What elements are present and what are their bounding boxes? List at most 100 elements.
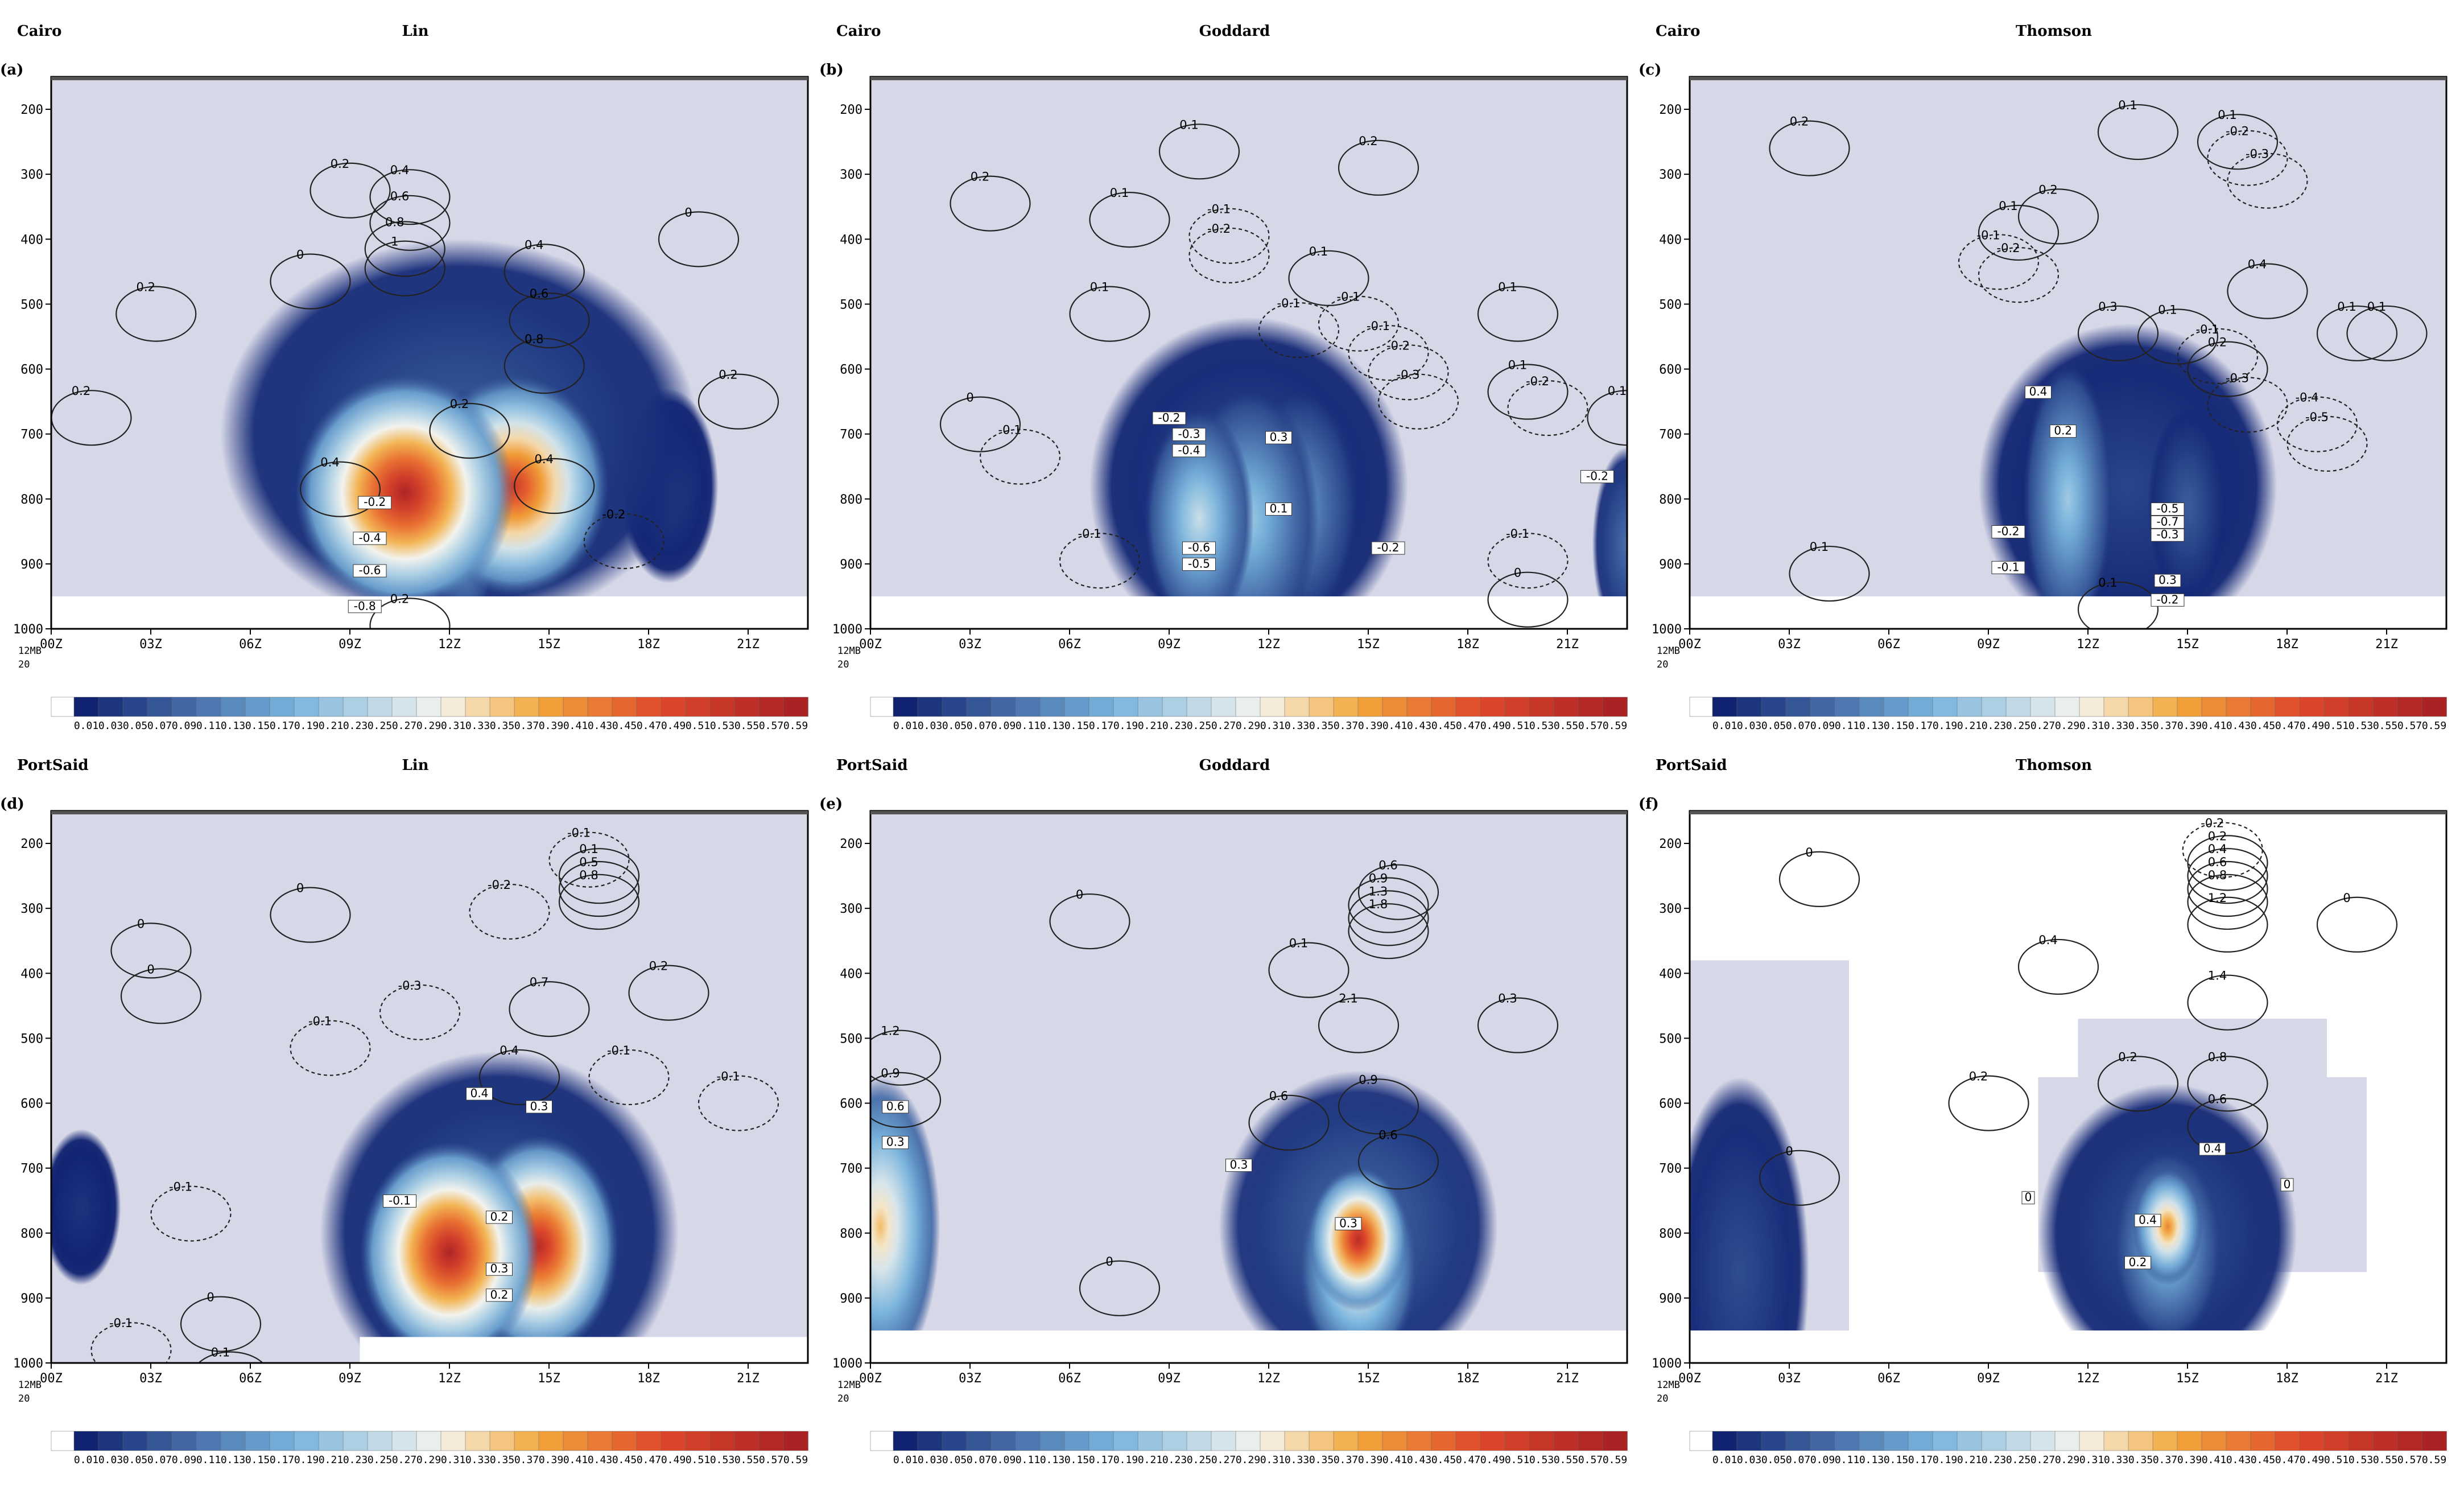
colorbar-cell: [2104, 1431, 2129, 1451]
field-east-edge: [2446, 467, 2464, 623]
colorbar-cell: [1334, 697, 1359, 716]
colorbar-tick-label: 0.53: [710, 720, 734, 732]
colorbar-tick-label: 0.15: [1064, 720, 1089, 732]
contour-label: -0.3: [2226, 371, 2249, 385]
colorbar-cell: [2153, 697, 2178, 716]
field-core-left: [2023, 363, 2113, 635]
colorbar-tick-label: 0.39: [539, 1454, 563, 1466]
y-tick-label: 700: [840, 428, 862, 442]
colorbar-cell: [74, 1431, 99, 1451]
colorbar-cell: [1260, 1431, 1285, 1451]
colorbar-cell: [1982, 697, 2007, 716]
colorbar-cell: [1810, 697, 1835, 716]
contour-label: -0.1: [717, 1070, 740, 1084]
y-tick-label: 300: [20, 902, 43, 916]
colorbar-cell: [1211, 697, 1236, 716]
colorbar-cell: [1113, 697, 1138, 716]
y-tick-label: 400: [20, 967, 43, 981]
below-ground-mask: [1690, 596, 2446, 629]
contour-label: 0.1: [2218, 108, 2236, 122]
colorbar-tick-label: 0.41: [1382, 1454, 1407, 1466]
colorbar-tick-label: 0.01: [893, 720, 918, 732]
contour-label: 0.3: [490, 1262, 509, 1275]
colorbar-tick-label: 0.39: [2177, 1454, 2202, 1466]
contour-label: 0.6: [2208, 855, 2227, 869]
field-west-patch: [42, 1129, 121, 1285]
x-tick-label: 21Z: [1556, 1371, 1579, 1386]
colorbar-tick-label: 0.17: [1089, 1454, 1113, 1466]
y-tick-label: 500: [840, 1032, 862, 1046]
contour-label: -0.1: [1367, 319, 1390, 333]
colorbar-cell: [245, 697, 270, 716]
colorbar-cell: [1334, 1431, 1359, 1451]
x-tick-label: 18Z: [637, 1371, 660, 1386]
colorbar-cell: [2055, 697, 2080, 716]
x-tick-label: 00Z: [1678, 1371, 1701, 1386]
colorbar-tick-label: 0.25: [1187, 1454, 1211, 1466]
colorbar-cell: [1737, 697, 1762, 716]
contour-label: -0.4: [1178, 443, 1200, 457]
colorbar-tick-label: 0.59: [2422, 1454, 2446, 1466]
colorbar-tick-label: 0.19: [1933, 1454, 1957, 1466]
colorbar-tick-label: 0.25: [368, 720, 392, 732]
x-tick-label: 03Z: [959, 1371, 981, 1386]
colorbar-cell: [2153, 1431, 2178, 1451]
contour-label: 1.2: [2208, 891, 2227, 905]
colorbar-cell: [637, 1431, 662, 1451]
colorbar-tick-label: 0.35: [1309, 720, 1334, 732]
colorbar-tick-label: 0.45: [2251, 720, 2275, 732]
y-tick-label: 500: [20, 1032, 43, 1046]
y-tick-label: 200: [840, 103, 862, 117]
colorbar-tick-label: 0.07: [147, 720, 172, 732]
colorbar-cell: [319, 1431, 344, 1451]
contour-label: 0.7: [530, 975, 548, 989]
contour-label: 0.1: [1309, 245, 1328, 258]
contour-label: -0.2: [1386, 339, 1410, 352]
colorbar-tick-label: 0.47: [637, 720, 661, 732]
contour-label: -0.8: [354, 599, 376, 613]
colorbar-tick-label: 0.37: [1334, 720, 1358, 732]
contour-label: 0.2: [719, 368, 737, 382]
contour-label: 0.3: [886, 1135, 905, 1149]
contour-label: 0: [1105, 1255, 1113, 1268]
colorbar-tick-label: 0.43: [588, 720, 612, 732]
contour-label: 0.2: [649, 959, 668, 973]
colorbar-tick-label: 0.45: [612, 720, 637, 732]
colorbar-tick-label: 0.17: [270, 1454, 294, 1466]
colorbar-cell: [1529, 1431, 1554, 1451]
y-tick-label: 1000: [13, 623, 43, 637]
colorbar-cell: [416, 1431, 441, 1451]
x-tick-label: 12Z: [438, 1371, 461, 1386]
contour-label: 0.1: [1270, 502, 1288, 516]
contour-label: 0.4: [535, 452, 554, 466]
colorbar-cell: [172, 697, 197, 716]
y-tick-label: 800: [20, 1227, 43, 1241]
below-ground-mask: [870, 596, 1627, 629]
colorbar-cell: [1957, 1431, 1982, 1451]
colorbar-tick-label: 0.27: [1211, 720, 1236, 732]
contour-label: 0.3: [530, 1099, 548, 1113]
colorbar-tick-label: 0.51: [686, 1454, 710, 1466]
colorbar-cell: [637, 697, 662, 716]
colorbar-tick-label: 0.55: [1554, 1454, 1578, 1466]
colorbar-tick-label: 0.29: [2055, 720, 2079, 732]
colorbar-tick-label: 0.49: [2300, 1454, 2324, 1466]
y-tick-label: 300: [1659, 168, 1682, 182]
colorbar-cell: [74, 697, 99, 716]
contour-label: 0.4: [320, 456, 339, 469]
contour-label: -0.2: [608, 732, 630, 746]
contour-label: 0.1: [2367, 300, 2386, 314]
colorbar-tick-label: 0.19: [1113, 1454, 1138, 1466]
colorbar-tick-label: 0.39: [539, 720, 563, 732]
contour-label: 0.4: [2139, 1213, 2157, 1227]
contour-label: 0.1: [1999, 199, 2017, 213]
colorbar-tick-label: 0.05: [1761, 720, 1786, 732]
x-tick-label: 21Z: [2375, 1371, 2398, 1386]
y-tick-label: 600: [840, 1097, 862, 1111]
colorbar-tick-label: 0.07: [967, 1454, 991, 1466]
contour-label: 0.4: [2029, 385, 2048, 398]
x-tick-label: 12Z: [2077, 637, 2099, 652]
